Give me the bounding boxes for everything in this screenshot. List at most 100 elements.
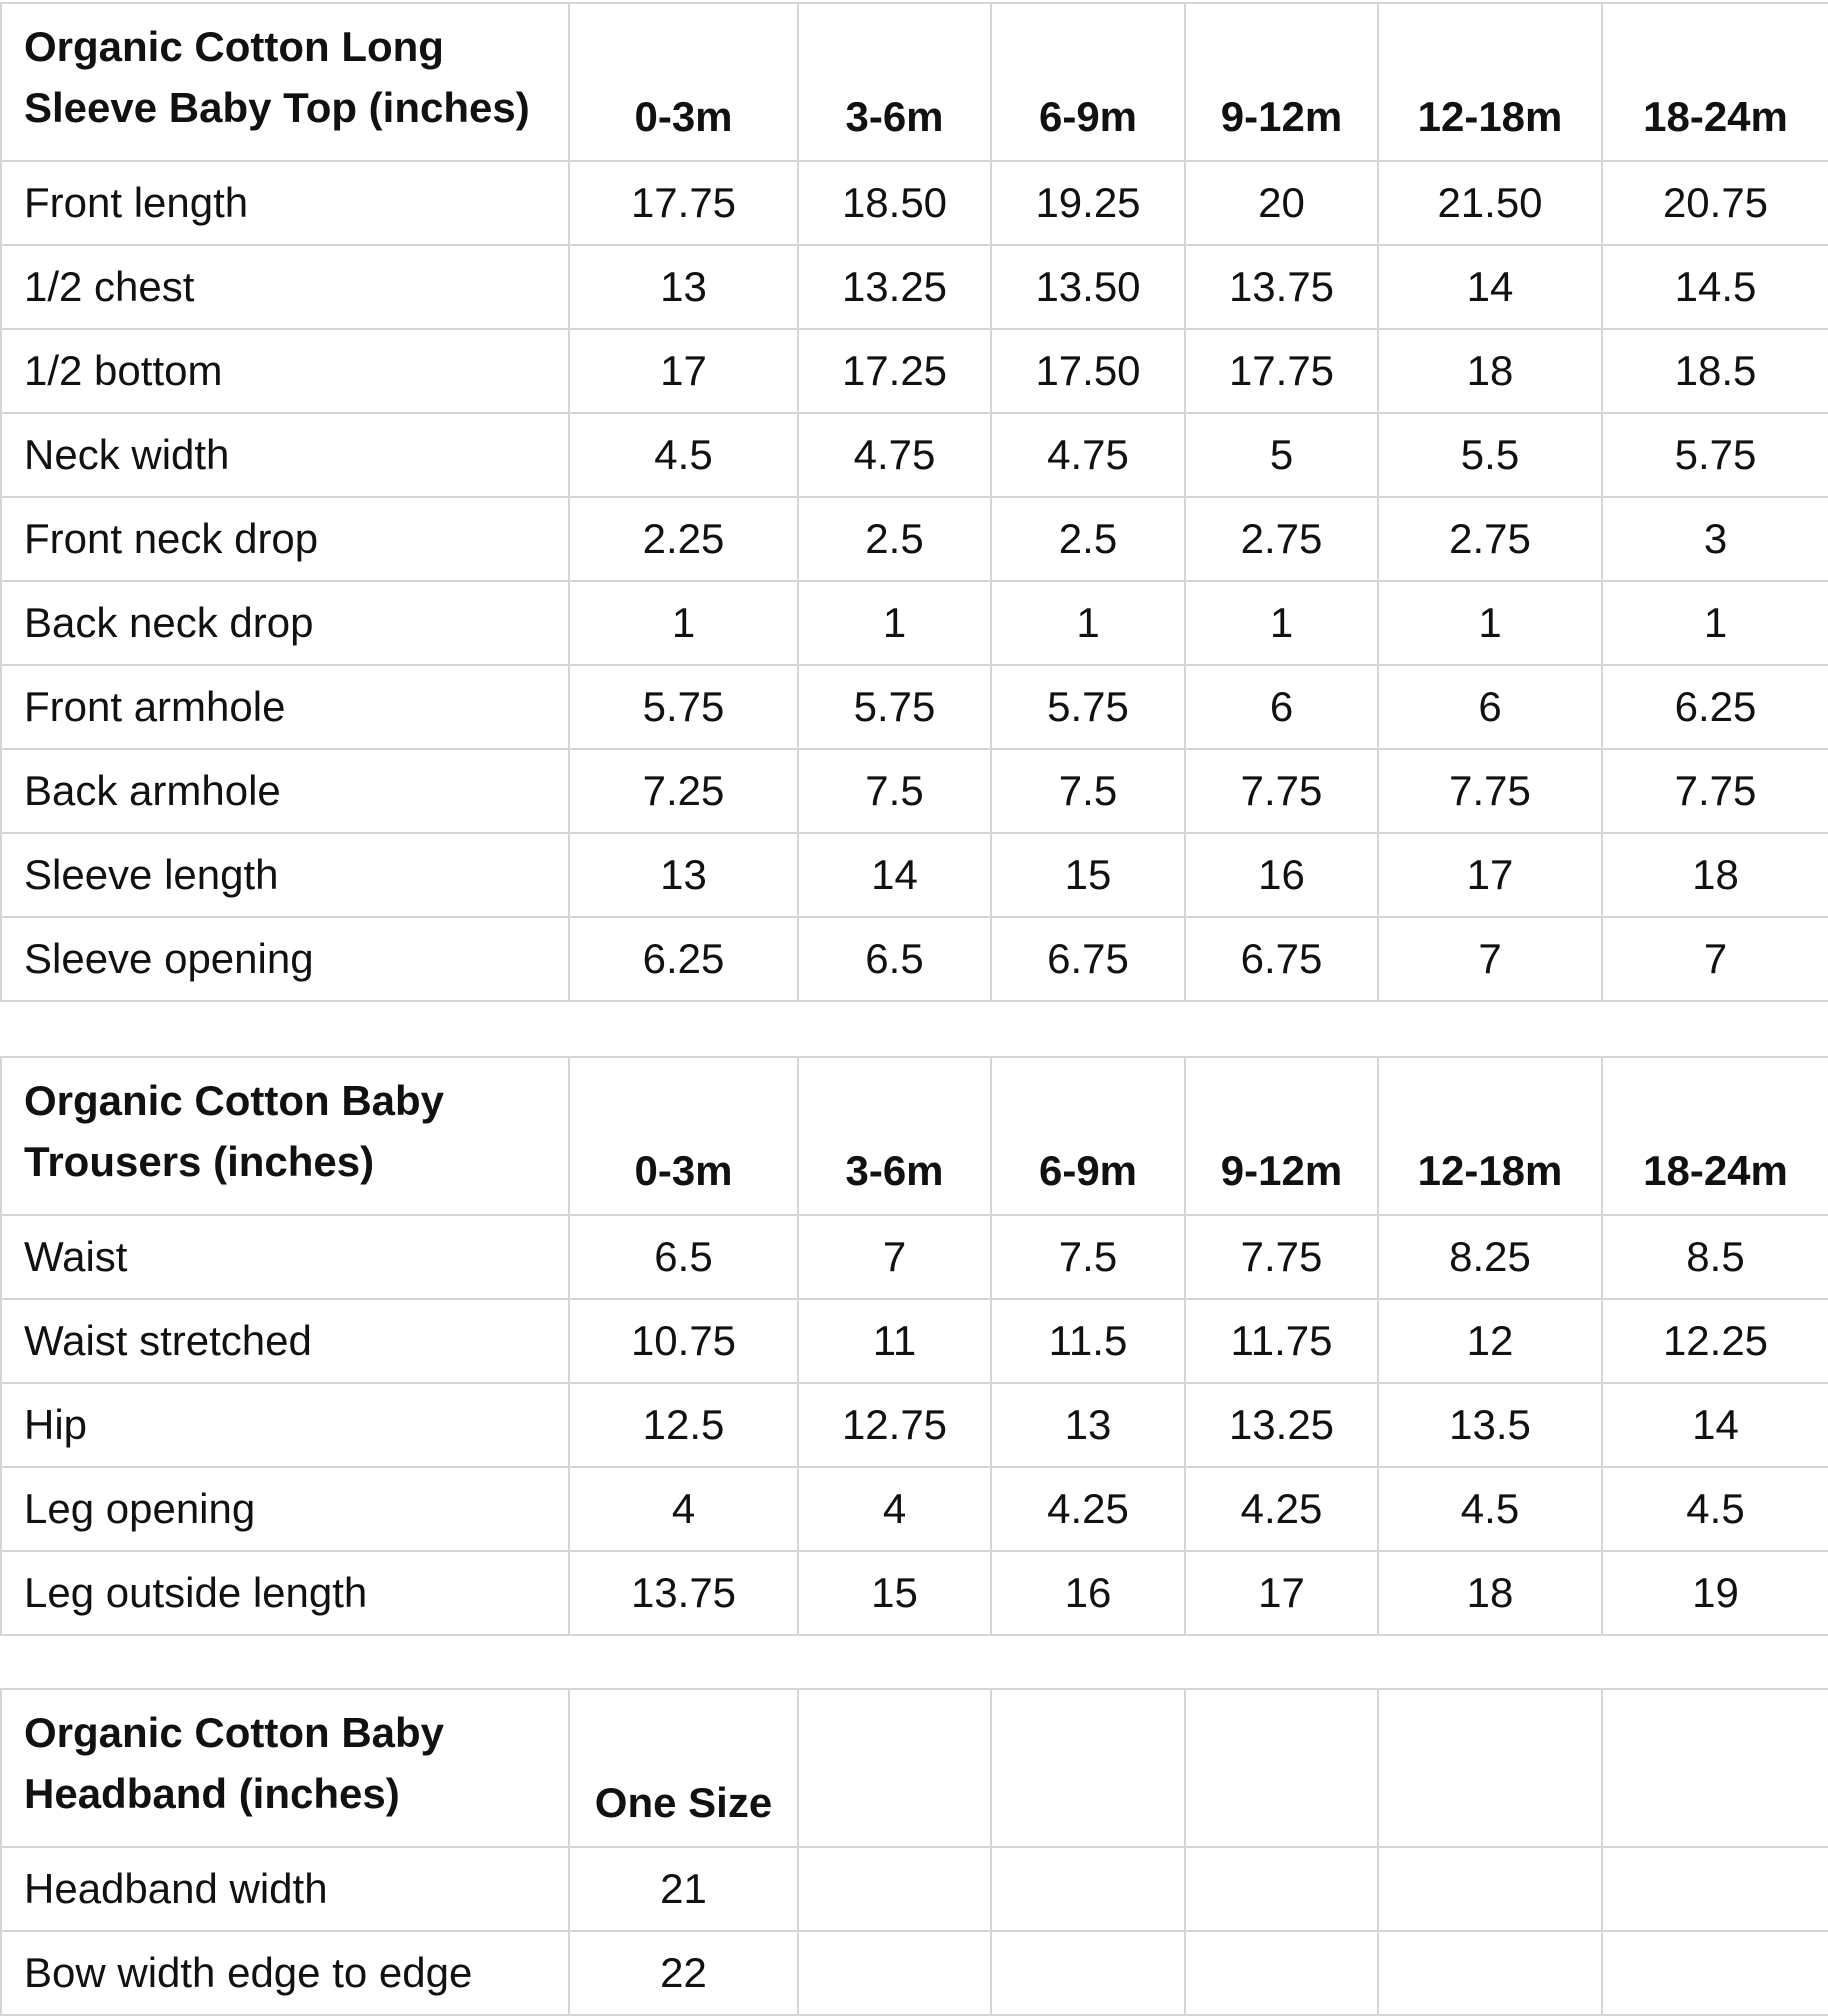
table-cell: 17.25: [797, 328, 992, 414]
table-cell: 5.75: [797, 664, 992, 750]
table-cell: 6.25: [1601, 664, 1828, 750]
table-cell: 17.50: [990, 328, 1186, 414]
table-cell: 1: [1601, 580, 1828, 666]
size-column-header: 0-3m: [568, 2, 799, 162]
size-column-header: 12-18m: [1377, 1056, 1603, 1216]
table-cell: 17: [568, 328, 799, 414]
table-cell: 11.5: [990, 1298, 1186, 1384]
table-cell: 7.5: [797, 748, 992, 834]
table-cell: 17.75: [568, 160, 799, 246]
table-cell: 13.75: [568, 1550, 799, 1636]
table-cell: 1: [990, 580, 1186, 666]
size-column-header: [1601, 1688, 1828, 1848]
table-cell: 7: [1377, 916, 1603, 1002]
size-column-header: 9-12m: [1184, 2, 1379, 162]
table-title: Organic Cotton Baby Headband (inches): [0, 1688, 570, 1848]
table-cell: [1377, 1930, 1603, 2016]
table-cell: 7.75: [1377, 748, 1603, 834]
table-cell: 6: [1184, 664, 1379, 750]
table-cell: 4: [797, 1466, 992, 1552]
table-cell: [797, 1846, 992, 1932]
measurement-label: Front armhole: [0, 664, 570, 750]
table-cell: 2.75: [1184, 496, 1379, 582]
table-cell: 14: [797, 832, 992, 918]
table-row: Leg opening 4 4 4.25 4.25 4.5 4.5: [0, 1466, 1828, 1552]
table-cell: 7.5: [990, 1214, 1186, 1300]
size-column-header: 6-9m: [990, 2, 1186, 162]
table-row: Front armhole 5.75 5.75 5.75 6 6 6.25: [0, 664, 1828, 750]
table-cell: 21.50: [1377, 160, 1603, 246]
size-column-header: [990, 1688, 1186, 1848]
measurement-label: Waist stretched: [0, 1298, 570, 1384]
measurement-label: Leg outside length: [0, 1550, 570, 1636]
table-cell: 4.5: [1601, 1466, 1828, 1552]
table-cell: 11: [797, 1298, 992, 1384]
table-title: Organic Cotton Baby Trousers (inches): [0, 1056, 570, 1216]
table-cell: 11.75: [1184, 1298, 1379, 1384]
table-cell: 13.5: [1377, 1382, 1603, 1468]
table-cell: 14: [1377, 244, 1603, 330]
table-header-row: Organic Cotton Baby Trousers (inches) 0-…: [0, 1056, 1828, 1216]
table-cell: 4.25: [990, 1466, 1186, 1552]
table-row: Hip 12.5 12.75 13 13.25 13.5 14: [0, 1382, 1828, 1468]
table-cell: 17: [1377, 832, 1603, 918]
baby-headband-size-table: Organic Cotton Baby Headband (inches) On…: [0, 1688, 1828, 2016]
table-cell: 12.5: [568, 1382, 799, 1468]
table-cell: 5.75: [990, 664, 1186, 750]
table-row: Back armhole 7.25 7.5 7.5 7.75 7.75 7.75: [0, 748, 1828, 834]
table-cell: 7: [1601, 916, 1828, 1002]
table-cell: 2.75: [1377, 496, 1603, 582]
table-cell: 13.50: [990, 244, 1186, 330]
table-row: Waist stretched 10.75 11 11.5 11.75 12 1…: [0, 1298, 1828, 1384]
measurement-label: Back armhole: [0, 748, 570, 834]
size-column-header: 9-12m: [1184, 1056, 1379, 1216]
table-cell: 7.5: [990, 748, 1186, 834]
table-cell: 13.25: [797, 244, 992, 330]
size-column-header: 18-24m: [1601, 1056, 1828, 1216]
table-cell: 7.75: [1601, 748, 1828, 834]
table-cell: 8.25: [1377, 1214, 1603, 1300]
table-cell: 2.5: [990, 496, 1186, 582]
table-cell: 4.75: [797, 412, 992, 498]
table-cell: 4.5: [568, 412, 799, 498]
measurement-label: Front length: [0, 160, 570, 246]
table-cell: 18.5: [1601, 328, 1828, 414]
table-cell: 5.75: [568, 664, 799, 750]
table-cell: 4.75: [990, 412, 1186, 498]
table-cell: 13: [990, 1382, 1186, 1468]
size-column-header: 6-9m: [990, 1056, 1186, 1216]
table-cell: 14: [1601, 1382, 1828, 1468]
table-cell: 10.75: [568, 1298, 799, 1384]
table-cell: 1: [1184, 580, 1379, 666]
table-cell: 6.75: [990, 916, 1186, 1002]
table-cell: 1: [568, 580, 799, 666]
table-cell: 13: [568, 244, 799, 330]
table-cell: 18: [1601, 832, 1828, 918]
measurement-label: Back neck drop: [0, 580, 570, 666]
table-cell: 20: [1184, 160, 1379, 246]
baby-trousers-size-table: Organic Cotton Baby Trousers (inches) 0-…: [0, 1056, 1828, 1636]
table-cell: 19: [1601, 1550, 1828, 1636]
size-column-header: 12-18m: [1377, 2, 1603, 162]
table-cell: 17: [1184, 1550, 1379, 1636]
table-cell: [797, 1930, 992, 2016]
measurement-label: Headband width: [0, 1846, 570, 1932]
size-column-header: 3-6m: [797, 1056, 992, 1216]
measurement-label: Bow width edge to edge: [0, 1930, 570, 2016]
table-cell: 2.5: [797, 496, 992, 582]
size-column-header: [1184, 1688, 1379, 1848]
table-cell: 15: [990, 832, 1186, 918]
table-row: Bow width edge to edge 22: [0, 1930, 1828, 2016]
table-cell: 2.25: [568, 496, 799, 582]
table-cell: 21: [568, 1846, 799, 1932]
table-cell: 12.75: [797, 1382, 992, 1468]
table-cell: 19.25: [990, 160, 1186, 246]
measurement-label: 1/2 bottom: [0, 328, 570, 414]
table-cell: 20.75: [1601, 160, 1828, 246]
table-header-row: Organic Cotton Long Sleeve Baby Top (inc…: [0, 2, 1828, 162]
table-cell: 13: [568, 832, 799, 918]
table-cell: 13.75: [1184, 244, 1379, 330]
size-column-header: [797, 1688, 992, 1848]
table-cell: 6.5: [797, 916, 992, 1002]
table-cell: 7.75: [1184, 748, 1379, 834]
